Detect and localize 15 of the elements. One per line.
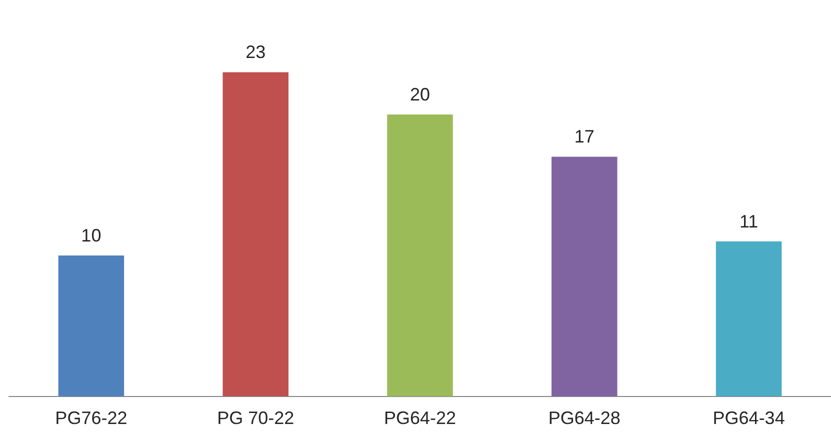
bar (58, 255, 124, 396)
x-tick-label: PG76-22 (55, 408, 128, 428)
bar (387, 114, 453, 396)
x-tick-label: PG64-22 (384, 408, 456, 428)
data-label: 17 (574, 126, 594, 147)
data-label: 11 (739, 211, 758, 232)
data-label: 23 (246, 42, 266, 62)
x-tick-label: PG64-28 (548, 408, 620, 428)
x-tick-label: PG64-34 (712, 408, 785, 428)
data-label: 20 (410, 84, 430, 104)
data-label: 10 (81, 225, 102, 246)
bar (552, 156, 618, 396)
bar (222, 72, 288, 396)
bar (716, 241, 782, 396)
x-tick-label: PG 70-22 (217, 408, 294, 428)
